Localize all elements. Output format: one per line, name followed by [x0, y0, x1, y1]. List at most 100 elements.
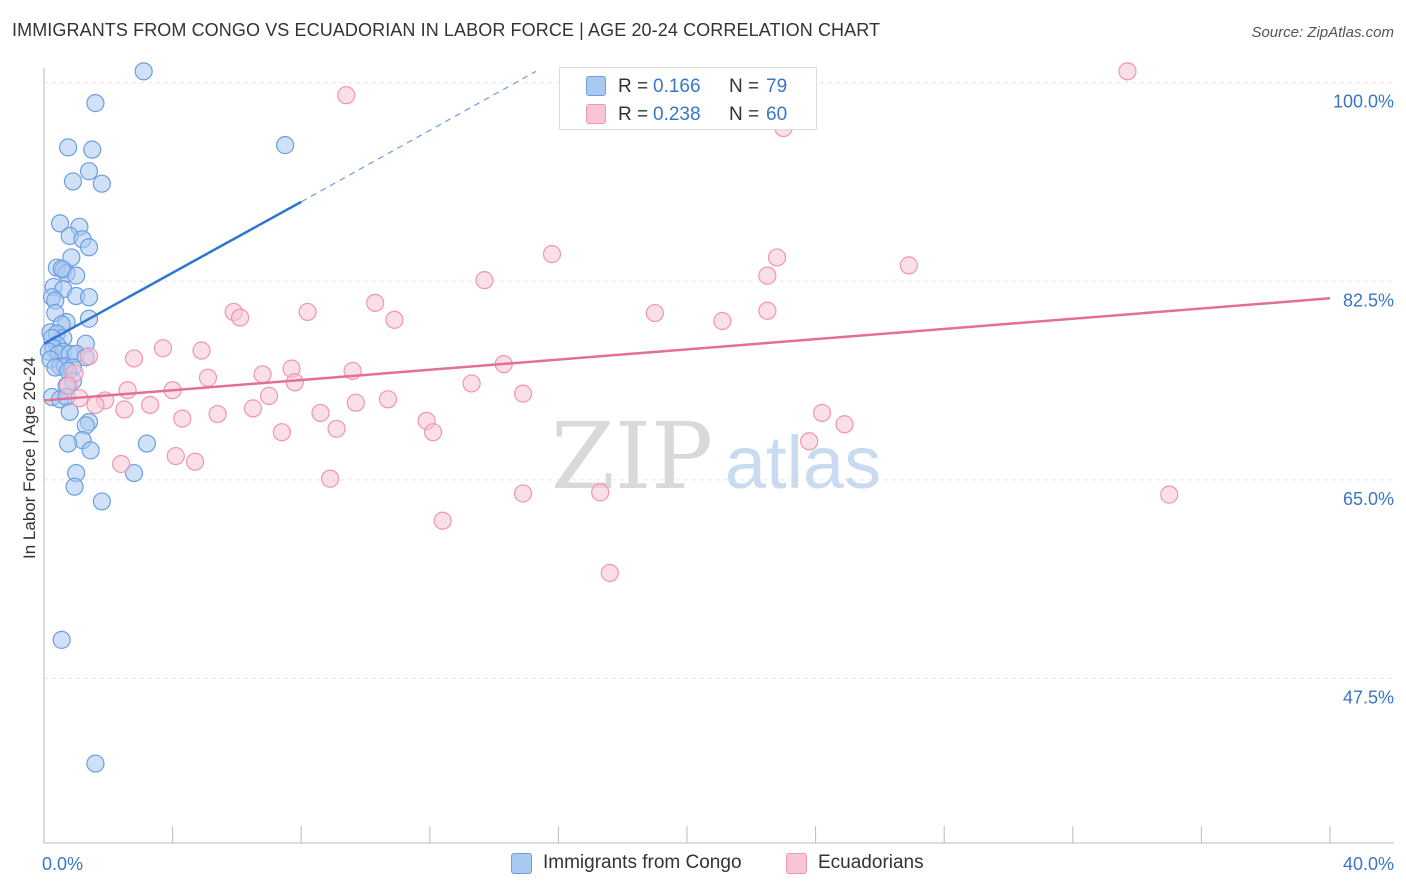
- congo-point: [50, 214, 70, 233]
- ecuadorian-point: [758, 266, 777, 285]
- congo-point: [81, 441, 100, 460]
- congo-point: [79, 238, 99, 257]
- congo-point: [276, 136, 295, 155]
- ecuadorian-point: [285, 373, 304, 392]
- correlation-legend: R = 0.166 N = 79 R = 0.238 N = 60: [559, 67, 817, 130]
- legend-n-label: N =: [729, 104, 760, 125]
- ecuadorian-point: [112, 454, 131, 474]
- ecuadorian-point: [166, 446, 185, 466]
- ecuadorian-point: [800, 432, 819, 451]
- ecuadorian-point: [327, 419, 346, 438]
- legend-n-label: N =: [729, 76, 760, 97]
- ecuadorian-point: [513, 384, 533, 403]
- ecuadorian-point: [298, 302, 317, 322]
- congo-point: [79, 162, 99, 181]
- congo-point: [52, 630, 71, 649]
- series-swatch-congo: [511, 853, 532, 874]
- congo-point: [65, 477, 84, 496]
- source-credit: Source: ZipAtlas.com: [1251, 24, 1394, 41]
- series-swatch-ecuadorian: [786, 853, 807, 874]
- congo-point: [134, 62, 153, 81]
- ecuadorian-point: [86, 395, 105, 415]
- ecuadorian-point: [272, 423, 292, 442]
- ecuadorian-point: [423, 423, 443, 442]
- x-tick-label: 0.0%: [42, 854, 83, 874]
- congo-point: [92, 174, 111, 193]
- tick-labels: 100.0% 82.5% 65.0% 47.5% 0.0% 40.0%: [42, 92, 1394, 874]
- ecuadorian-point: [208, 404, 227, 424]
- ecuadorian-point: [192, 341, 211, 360]
- y-tick-label: 47.5%: [1343, 687, 1394, 707]
- watermark-atlas: atlas: [725, 421, 881, 504]
- legend-r-value-congo: 0.166: [653, 76, 701, 97]
- ecuadorian-point: [645, 303, 664, 323]
- congo-point: [59, 434, 78, 453]
- legend-swatch-ecuadorian: [586, 104, 606, 124]
- congo-point: [76, 416, 95, 435]
- y-tick-label: 65.0%: [1343, 489, 1394, 509]
- ecuadorian-point: [198, 368, 218, 387]
- ecuadorian-point: [385, 310, 404, 329]
- ecuadorian-point: [140, 395, 160, 415]
- congo-trend-extension: [300, 70, 537, 203]
- ecuadorian-point: [812, 403, 832, 423]
- ecuadorian-point: [346, 393, 365, 412]
- congo-point: [137, 434, 156, 453]
- x-tick-label: 40.0%: [1343, 854, 1394, 874]
- y-tick-label: 100.0%: [1333, 92, 1394, 112]
- congo-point: [92, 492, 111, 511]
- gridlines: [44, 82, 1394, 679]
- ecuadorian-point: [153, 339, 173, 358]
- ecuadorian-point: [899, 256, 918, 275]
- congo-point: [124, 463, 144, 483]
- ecuadorian-point: [513, 484, 533, 503]
- legend-n-value-congo: 79: [766, 76, 788, 97]
- congo-point: [79, 288, 99, 307]
- ecuadorian-point: [311, 403, 330, 423]
- congo-point: [86, 94, 105, 113]
- congo-point: [86, 754, 105, 773]
- congo-trend-line: [43, 200, 302, 345]
- chart-title: IMMIGRANTS FROM CONGO VS ECUADORIAN IN L…: [12, 20, 881, 40]
- legend-r-label: R =: [618, 104, 649, 125]
- ecuadorian-point: [591, 483, 610, 502]
- legend-row-congo: R = 0.166 N = 79: [560, 73, 818, 101]
- legend-row-ecuadorian: R = 0.238 N = 60: [560, 101, 818, 129]
- ecuadorian-point: [231, 308, 250, 327]
- ecuadorian-point: [321, 469, 340, 488]
- congo-point: [83, 140, 102, 159]
- ecuadorian-point: [835, 415, 854, 434]
- ecuadorian-point: [433, 511, 452, 530]
- ecuadorian-point: [462, 374, 481, 393]
- ecuadorian-point: [378, 390, 398, 409]
- ecuadorian-point: [475, 271, 494, 290]
- legend-r-value-ecuadorian: 0.238: [653, 104, 701, 125]
- ecuadorian-point: [59, 376, 78, 395]
- ecuadorian-point: [767, 248, 787, 267]
- congo-point: [63, 172, 83, 191]
- ecuadorian-point: [173, 409, 192, 428]
- ecuadorian-point: [115, 400, 134, 419]
- ecuadorian-point: [243, 399, 263, 418]
- ecuadorian-point: [713, 311, 732, 331]
- ecuadorian-point: [1160, 485, 1179, 504]
- ecuadorian-point: [366, 293, 385, 312]
- ecuadorian-point: [253, 365, 272, 384]
- trend-lines: [43, 70, 1331, 402]
- series-name-congo: Immigrants from Congo: [543, 852, 742, 873]
- ecuadorian-point: [542, 244, 562, 264]
- legend-r-label: R =: [618, 76, 649, 97]
- ecuadorian-point: [1118, 62, 1137, 81]
- ecuadorian-point: [79, 347, 99, 366]
- watermark-zip: ZIP: [551, 403, 713, 510]
- ecuadorian-point: [758, 301, 777, 320]
- legend-swatch-congo: [586, 76, 606, 96]
- congo-point: [59, 138, 78, 157]
- ecuadorian-point: [124, 349, 144, 368]
- congo-point: [52, 259, 71, 278]
- ecuadorian-point: [337, 86, 356, 105]
- ecuadorian-point: [259, 386, 279, 405]
- legend-n-value-ecuadorian: 60: [766, 104, 788, 125]
- ecuadorian-point: [186, 452, 205, 471]
- ecuadorian-point: [600, 563, 619, 583]
